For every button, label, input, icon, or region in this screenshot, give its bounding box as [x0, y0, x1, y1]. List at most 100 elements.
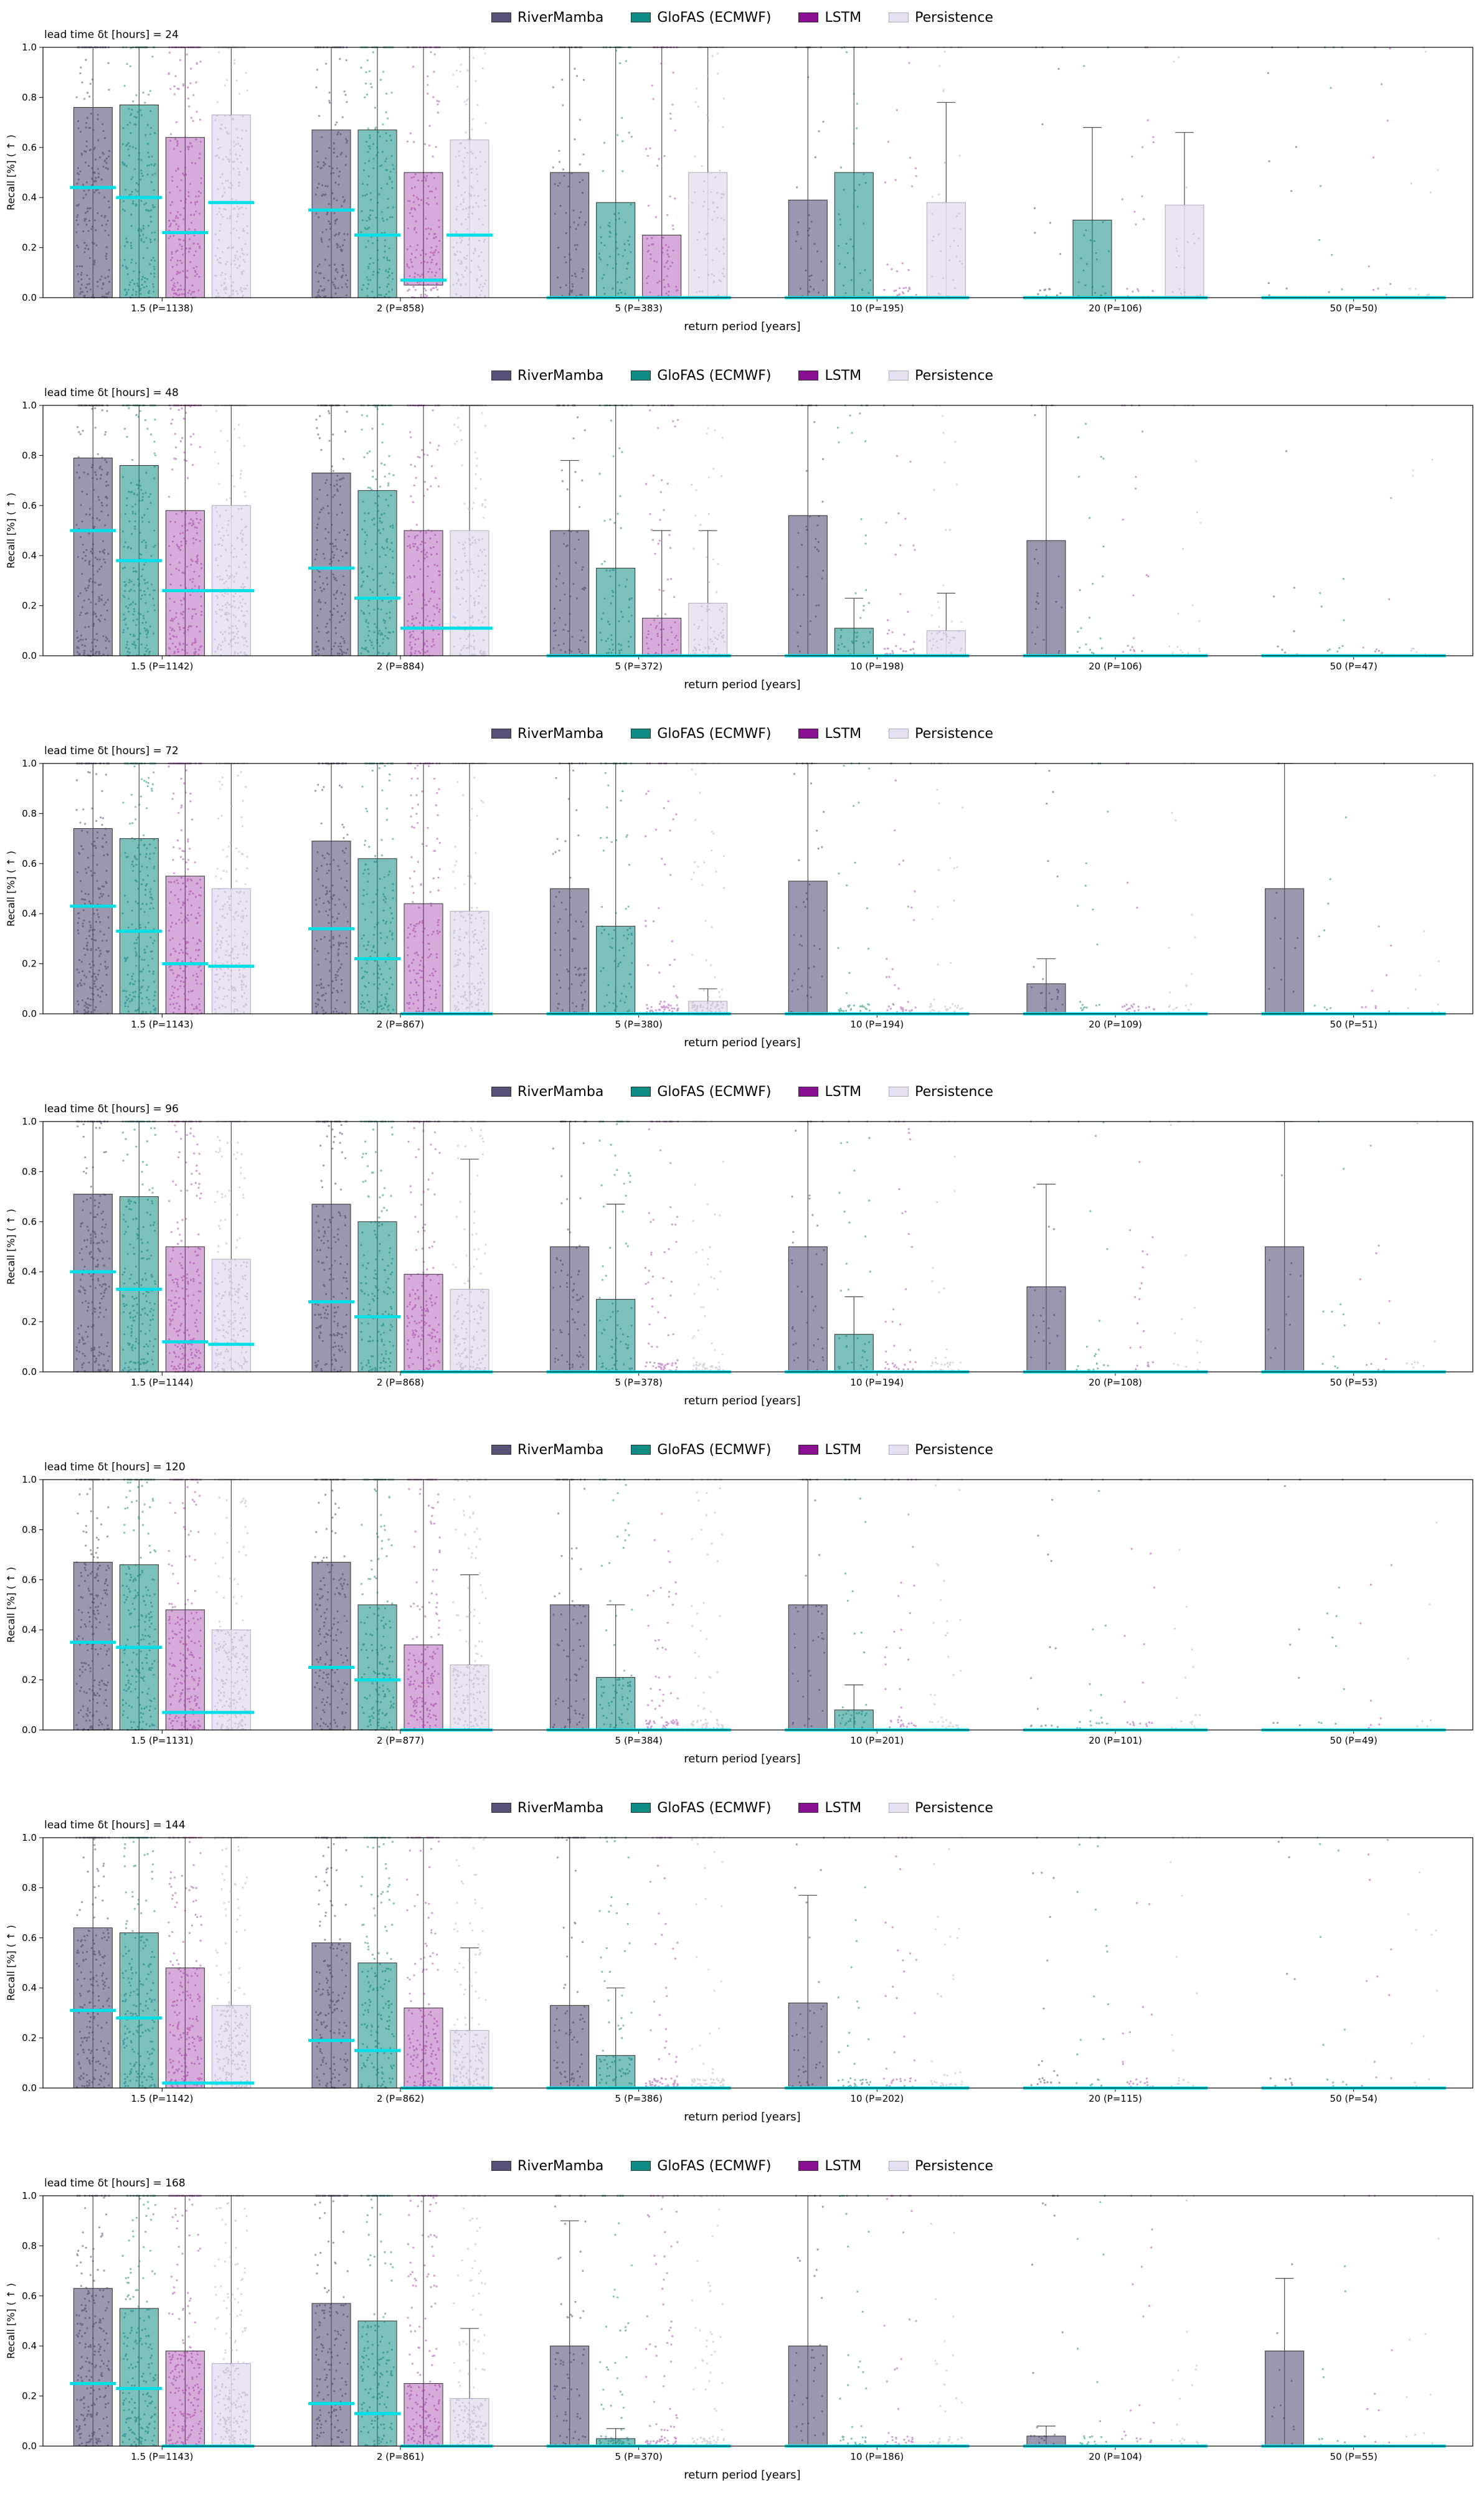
strip-points — [1318, 1478, 1345, 1725]
box — [596, 567, 636, 656]
x-tick-label: 50 (P=55) — [1330, 2451, 1378, 2462]
legend-entry: RiverMamba — [491, 726, 603, 742]
x-tick-label: 10 (P=195) — [850, 303, 904, 314]
strip-points — [1029, 1120, 1062, 1364]
box — [1265, 888, 1305, 1014]
panel: RiverMamba GloFAS (ECMWF) LSTM Persistence l… — [4, 719, 1480, 1077]
box — [165, 876, 205, 1014]
panel-title: lead time δt [hours] = 48 — [44, 387, 179, 399]
boxplot-canvas: Recall [%] ( ↑ ) 0.0 0.2 0.4 0.6 0.8 1.0 1.5 (P… — [5, 758, 1473, 1030]
strip-points — [645, 762, 679, 1015]
legend-label: LSTM — [825, 2158, 862, 2174]
x-tick-label: 1.5 (P=1144) — [131, 1377, 193, 1388]
strip-points — [645, 1836, 679, 2089]
strip-points — [790, 762, 825, 1015]
box — [1265, 2350, 1305, 2447]
strip-points — [1076, 2195, 1108, 2445]
legend-label: RiverMamba — [518, 1800, 604, 1816]
y-axis-label: Recall [%] ( ↑ ) — [5, 2283, 17, 2359]
strip-points — [645, 2195, 679, 2447]
box — [404, 172, 443, 286]
legend-swatch-icon — [631, 371, 651, 380]
x-tick-label: 1.5 (P=1143) — [131, 1019, 193, 1030]
strip-points — [1121, 46, 1155, 298]
legend-swatch-icon — [491, 371, 512, 380]
x-axis-label: return period [years] — [684, 1394, 801, 1407]
strip-points — [839, 2195, 870, 2446]
strip-points — [1031, 762, 1064, 1014]
legend-entry: RiverMamba — [491, 2158, 603, 2174]
box — [688, 172, 728, 298]
x-tick-label: 20 (P=101) — [1089, 1735, 1142, 1746]
box — [450, 530, 489, 656]
strip-points — [1359, 1145, 1391, 1371]
x-axis-label: return period [years] — [684, 1752, 801, 1765]
x-axis-label: return period [years] — [684, 1036, 801, 1049]
boxplot-canvas: Recall [%] ( ↑ ) 0.0 0.2 0.4 0.6 0.8 1.0 1.5 (P… — [5, 1833, 1473, 2104]
strip-points — [406, 2195, 441, 2447]
strip-points — [1316, 1836, 1348, 2087]
box — [311, 1204, 351, 1373]
legend-label: RiverMamba — [518, 9, 604, 26]
strip-points — [1407, 1871, 1439, 2087]
strip-points — [1167, 762, 1196, 1015]
box — [834, 1334, 874, 1373]
box — [1072, 219, 1112, 298]
y-tick-label: 0.4 — [22, 192, 37, 203]
legend: RiverMamba GloFAS (ECMWF) LSTM Persistence — [4, 364, 1480, 387]
box — [450, 910, 489, 1014]
y-tick-label: 0.2 — [22, 958, 37, 970]
strip-points — [929, 1478, 963, 1731]
strip-points — [1271, 2263, 1295, 2445]
legend-swatch-icon — [631, 2161, 651, 2171]
legend-label: Persistence — [915, 1800, 993, 1816]
legend-label: RiverMamba — [518, 1442, 604, 1458]
legend-entry: GloFAS (ECMWF) — [631, 10, 771, 26]
strip-points — [314, 1120, 349, 1373]
legend-entry: GloFAS (ECMWF) — [631, 368, 771, 384]
legend-label: RiverMamba — [518, 1084, 604, 1100]
y-tick-label: 0.0 — [22, 1008, 37, 1019]
box — [73, 106, 113, 298]
legend-swatch-icon — [889, 12, 909, 22]
y-tick-label: 0.0 — [22, 2440, 37, 2452]
x-tick-label: 2 (P=884) — [377, 661, 424, 672]
y-tick-label: 0.0 — [22, 1366, 37, 1377]
legend-entry: Persistence — [889, 2158, 993, 2174]
legend-label: LSTM — [825, 1800, 862, 1816]
strip-points — [75, 1836, 111, 2089]
legend-entry: LSTM — [798, 1442, 861, 1458]
strip-points — [1267, 1478, 1302, 1731]
box — [404, 1644, 443, 1731]
legend-label: GloFAS (ECMWF) — [657, 367, 772, 384]
legend-label: LSTM — [825, 1442, 862, 1458]
legend-label: GloFAS (ECMWF) — [657, 725, 772, 742]
legend-label: RiverMamba — [518, 2158, 604, 2174]
legend-entry: GloFAS (ECMWF) — [631, 726, 771, 742]
legend-label: Persistence — [915, 1442, 993, 1458]
y-tick-label: 0.0 — [22, 292, 37, 303]
strip-points — [1121, 762, 1155, 1014]
x-tick-label: 1.5 (P=1142) — [131, 2093, 193, 2104]
box — [404, 1273, 443, 1373]
strip-points — [1168, 404, 1202, 656]
x-tick-label: 5 (P=384) — [615, 1735, 663, 1746]
legend-entry: LSTM — [798, 2158, 861, 2174]
strip-points — [1167, 2195, 1199, 2447]
y-tick-label: 0.2 — [22, 2033, 37, 2044]
legend-swatch-icon — [491, 12, 512, 22]
box — [788, 2002, 828, 2089]
legend-label: GloFAS (ECMWF) — [657, 2158, 772, 2174]
legend-entry: RiverMamba — [491, 1800, 603, 1816]
legend: RiverMamba GloFAS (ECMWF) LSTM Persistence — [4, 2155, 1480, 2177]
y-tick-label: 1.0 — [22, 42, 37, 53]
panel: RiverMamba GloFAS (ECMWF) LSTM Persistence l… — [4, 361, 1480, 719]
legend-entry: Persistence — [889, 726, 993, 742]
y-tick-label: 0.6 — [22, 1574, 37, 1585]
strip-points — [1167, 1120, 1202, 1373]
panel: RiverMamba GloFAS (ECMWF) LSTM Persistence l… — [4, 2, 1480, 361]
x-tick-label: 50 (P=51) — [1330, 1019, 1378, 1030]
x-tick-label: 20 (P=104) — [1089, 2451, 1142, 2462]
strip-points — [1318, 46, 1344, 299]
box — [165, 137, 205, 298]
